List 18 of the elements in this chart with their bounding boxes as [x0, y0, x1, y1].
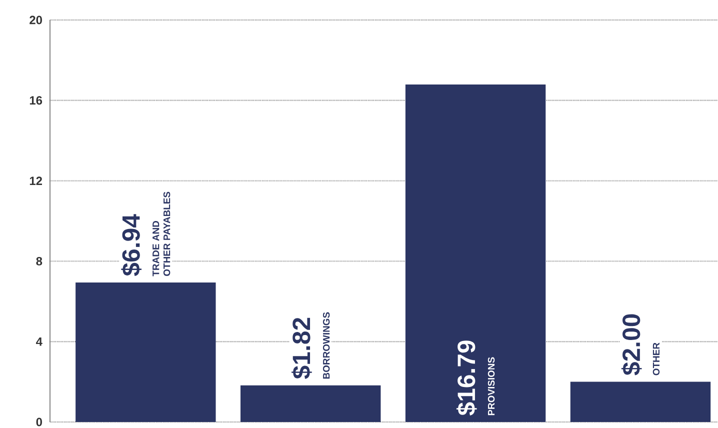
- y-tick-label: 16: [30, 96, 42, 105]
- x-tick-label: BORROWINGS: [322, 312, 330, 379]
- x-tick-label: PROVISIONS: [488, 357, 495, 416]
- bar: [570, 382, 711, 422]
- y-tick-label: 20: [30, 16, 42, 24]
- x-tick-label: TRADE AND OTHER PAYABLES: [152, 192, 170, 276]
- y-tick-label: 4: [36, 337, 42, 346]
- y-tick-label: 8: [36, 256, 42, 266]
- bar: [76, 282, 216, 422]
- y-tick-label: 12: [30, 176, 42, 185]
- data-label: $6.94: [121, 214, 142, 276]
- bar: [405, 84, 546, 422]
- x-tick-label: OTHER: [652, 342, 660, 376]
- data-label: $2.00: [621, 314, 642, 376]
- y-tick-label: 0: [36, 418, 42, 426]
- data-label: $1.82: [292, 318, 312, 379]
- bar: [240, 385, 381, 422]
- data-label: $16.79: [456, 340, 477, 416]
